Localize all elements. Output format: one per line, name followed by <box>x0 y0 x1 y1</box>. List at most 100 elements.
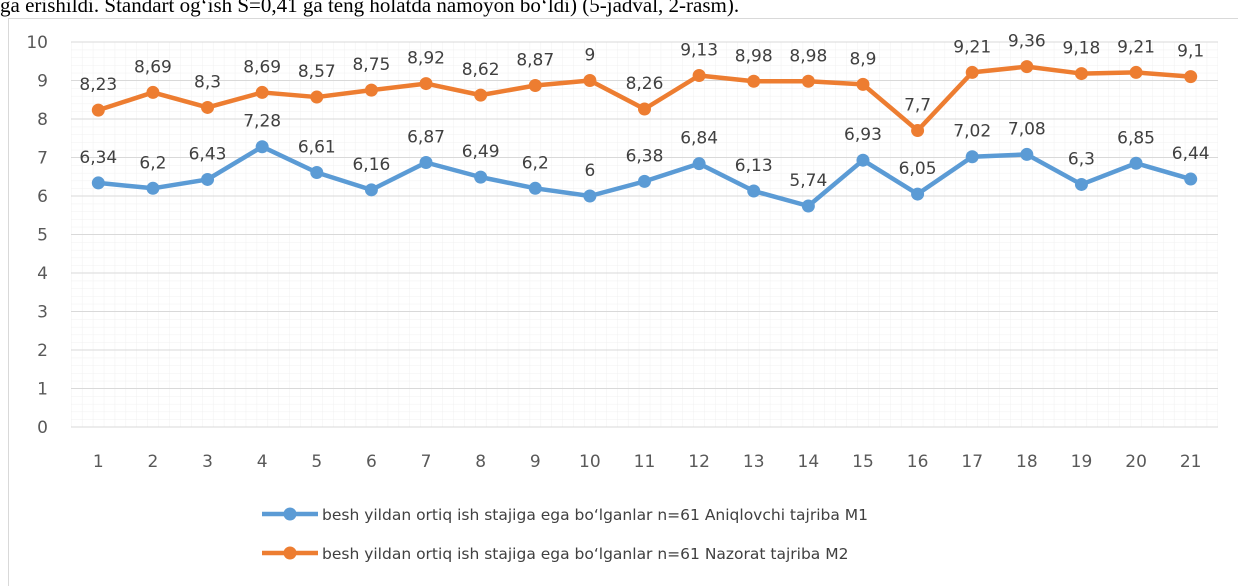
x-tick-label: 16 <box>907 452 929 472</box>
y-tick-label: 0 <box>37 418 48 438</box>
point <box>856 77 870 91</box>
y-tick-label: 9 <box>37 72 48 92</box>
y-tick-label: 1 <box>37 380 48 400</box>
point <box>1020 60 1034 74</box>
data-label: 8,69 <box>243 57 281 77</box>
data-label: 6,34 <box>79 148 117 168</box>
data-label: 7,08 <box>1008 119 1046 139</box>
data-label: 9 <box>584 46 595 66</box>
data-label: 6,16 <box>352 155 390 175</box>
data-label: 6 <box>584 161 595 181</box>
x-tick-label: 15 <box>852 452 874 472</box>
point <box>747 74 761 88</box>
point <box>801 74 815 88</box>
point <box>310 166 324 180</box>
point <box>1129 156 1143 170</box>
data-label: 8,57 <box>298 62 336 82</box>
data-label: 7,28 <box>243 112 281 132</box>
y-tick-label: 10 <box>26 33 48 53</box>
x-tick-label: 21 <box>1180 452 1202 472</box>
y-tick-label: 5 <box>37 226 48 246</box>
x-tick-label: 17 <box>961 452 983 472</box>
point <box>1184 172 1198 186</box>
data-label: 6,43 <box>189 144 227 164</box>
point <box>255 140 269 154</box>
point <box>747 184 761 198</box>
data-label: 8,23 <box>79 75 117 95</box>
y-tick-label: 4 <box>37 264 48 284</box>
data-label: 9,21 <box>953 37 991 57</box>
point <box>692 68 706 82</box>
data-label: 9,18 <box>1063 39 1101 59</box>
y-tick-label: 8 <box>37 110 48 130</box>
x-tick-label: 20 <box>1125 452 1147 472</box>
data-label: 6,93 <box>844 125 882 145</box>
data-label: 9,1 <box>1177 42 1204 62</box>
point <box>146 85 160 99</box>
x-tick-label: 19 <box>1071 452 1093 472</box>
x-tick-label: 9 <box>530 452 541 472</box>
point <box>583 74 597 87</box>
point <box>364 183 378 197</box>
data-label: 8,26 <box>626 74 664 94</box>
data-label: 8,3 <box>194 72 221 92</box>
point <box>528 79 542 93</box>
x-tick-label: 2 <box>148 452 159 472</box>
data-label: 8,98 <box>789 46 827 66</box>
point <box>911 187 925 201</box>
x-tick-label: 18 <box>1016 452 1038 472</box>
x-tick-label: 10 <box>579 452 601 472</box>
point <box>146 181 160 195</box>
y-tick-label: 2 <box>37 341 48 361</box>
point <box>856 153 870 167</box>
x-tick-label: 3 <box>202 452 213 472</box>
data-label: 5,74 <box>789 171 827 191</box>
point <box>1074 67 1088 81</box>
x-tick-label: 7 <box>421 452 432 472</box>
legend-marker <box>283 546 297 560</box>
data-label: 6,2 <box>522 153 549 173</box>
data-label: 6,44 <box>1172 144 1210 164</box>
point <box>201 100 215 114</box>
point <box>692 157 706 171</box>
data-label: 7,02 <box>953 122 991 142</box>
data-label: 8,9 <box>849 49 876 69</box>
x-tick-label: 14 <box>798 452 820 472</box>
point <box>965 65 979 79</box>
point <box>1129 65 1143 79</box>
data-label: 9,21 <box>1117 37 1155 57</box>
point <box>528 181 542 195</box>
point <box>1184 70 1198 84</box>
data-label: 6,2 <box>139 153 166 173</box>
legend-marker <box>283 507 297 521</box>
x-tick-label: 1 <box>93 452 104 472</box>
legend-label: besh yildan ortiq ish stajiga ega bo‘lga… <box>322 506 868 524</box>
data-label: 6,13 <box>735 156 773 176</box>
data-label: 8,62 <box>462 60 500 80</box>
point <box>201 172 215 186</box>
x-tick-label: 8 <box>475 452 486 472</box>
data-label: 6,05 <box>899 159 937 179</box>
data-label: 9,13 <box>680 40 718 60</box>
data-label: 9,36 <box>1008 32 1046 52</box>
data-label: 6,3 <box>1068 149 1095 169</box>
x-tick-label: 6 <box>366 452 377 472</box>
point <box>310 90 324 104</box>
x-tick-label: 11 <box>634 452 656 472</box>
x-tick-label: 13 <box>743 452 765 472</box>
data-label: 6,85 <box>1117 128 1155 148</box>
y-tick-label: 3 <box>37 303 48 323</box>
data-label: 6,49 <box>462 142 500 162</box>
point <box>583 189 597 203</box>
x-tick-label: 12 <box>688 452 710 472</box>
point <box>474 170 488 184</box>
data-label: 6,61 <box>298 138 336 158</box>
data-label: 8,69 <box>134 57 172 77</box>
data-label: 8,98 <box>735 46 773 66</box>
point <box>91 103 105 117</box>
point <box>364 83 378 97</box>
point <box>1020 147 1034 161</box>
point <box>965 150 979 164</box>
